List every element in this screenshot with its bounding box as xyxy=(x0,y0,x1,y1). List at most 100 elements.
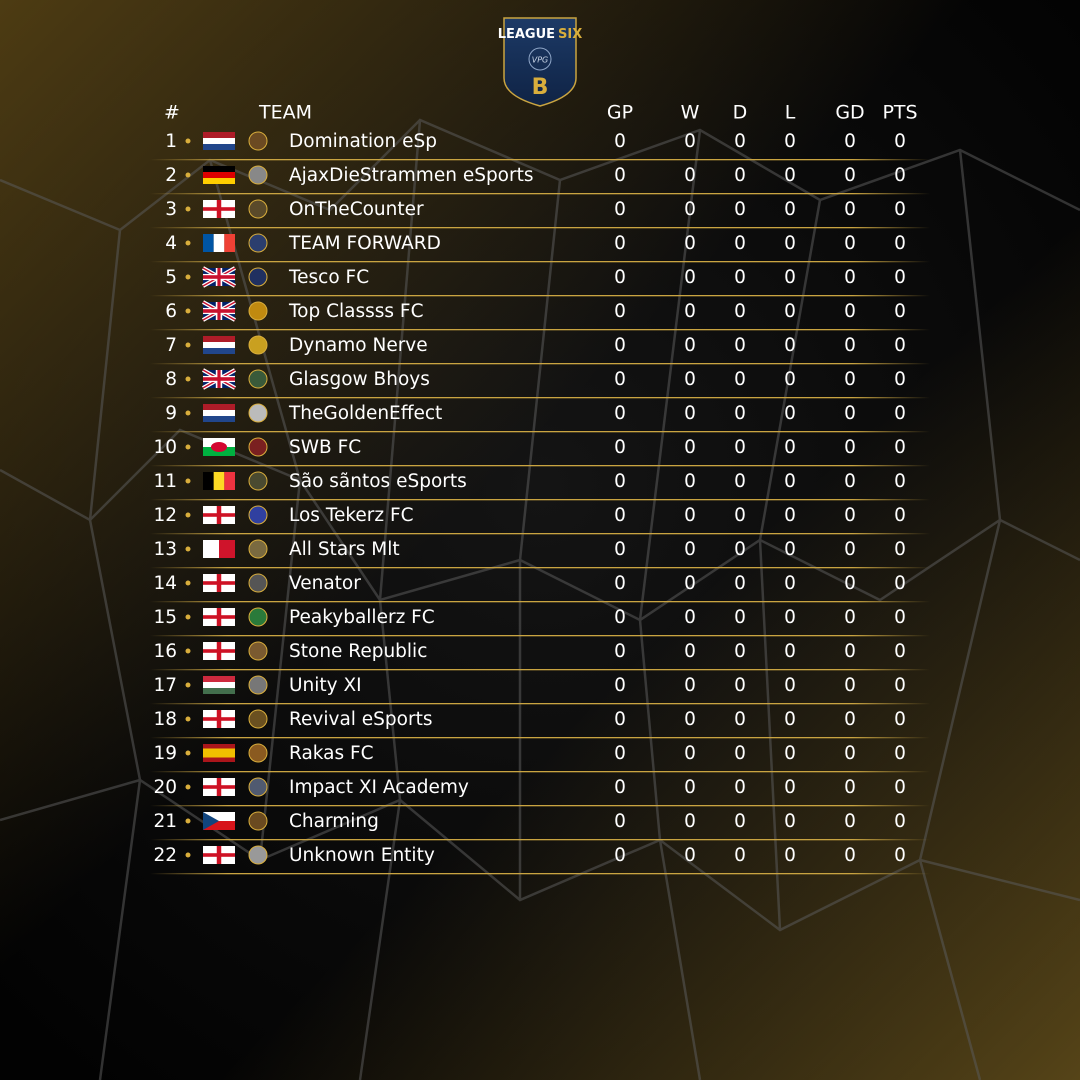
stat: 0 xyxy=(784,709,796,730)
rank: 22 xyxy=(153,845,177,866)
stat: 0 xyxy=(784,573,796,594)
stat: 0 xyxy=(684,437,696,458)
stat: 0 xyxy=(734,539,746,560)
stat: 0 xyxy=(784,471,796,492)
team-name: Dynamo Nerve xyxy=(289,335,428,356)
stat: 0 xyxy=(844,403,856,424)
stat: 0 xyxy=(614,199,626,220)
stat: 0 xyxy=(844,709,856,730)
team-badge xyxy=(248,165,268,185)
flag-part xyxy=(203,178,235,184)
cracks xyxy=(0,118,1080,1080)
stat: 0 xyxy=(784,505,796,526)
rank-dot xyxy=(185,818,191,824)
stat: 0 xyxy=(894,437,906,458)
table-row: 10 SWB FC 0 0 0 0 0 0 xyxy=(150,437,930,467)
flag xyxy=(203,540,235,558)
stat: 0 xyxy=(784,539,796,560)
logo-ring xyxy=(528,47,552,71)
stat: 0 xyxy=(784,743,796,764)
stat: 0 xyxy=(844,437,856,458)
table-row: 7 Dynamo Nerve 0 0 0 0 0 0 xyxy=(150,335,930,365)
stat: 0 xyxy=(894,573,906,594)
rank: 6 xyxy=(165,301,177,322)
standings-table: # TEAM GP W D L GD PTS 1 Domination eSp 0 0 0 0 0 0 2 Aja… xyxy=(150,102,930,875)
flag-part xyxy=(213,234,225,252)
team-name: TheGoldenEffect xyxy=(288,403,442,424)
row-separator xyxy=(150,329,930,331)
stat: 0 xyxy=(734,505,746,526)
row-separator xyxy=(150,533,930,535)
stat: 0 xyxy=(734,675,746,696)
team-badge xyxy=(248,641,268,661)
flag xyxy=(203,608,235,626)
team-badge xyxy=(248,301,268,321)
stat: 0 xyxy=(614,811,626,832)
table-row: 9 TheGoldenEffect 0 0 0 0 0 0 xyxy=(150,403,930,433)
stat: 0 xyxy=(684,199,696,220)
stat: 0 xyxy=(734,743,746,764)
table-row: 20 Impact XI Academy 0 0 0 0 0 0 xyxy=(150,777,930,807)
stat: 0 xyxy=(734,641,746,662)
stat: 0 xyxy=(734,573,746,594)
flag xyxy=(203,166,235,184)
stat: 0 xyxy=(734,301,746,322)
rank-dot xyxy=(185,206,191,212)
team-name: Impact XI Academy xyxy=(289,777,469,798)
logo-letter: B xyxy=(532,75,549,100)
rank-dot xyxy=(185,648,191,654)
logo-word: LEAGUE xyxy=(498,27,555,42)
stat: 0 xyxy=(684,777,696,798)
stat: 0 xyxy=(734,811,746,832)
flag xyxy=(203,234,235,252)
rank-dot xyxy=(185,240,191,246)
table-row: 14 Venator 0 0 0 0 0 0 xyxy=(150,573,930,603)
rank: 17 xyxy=(153,675,177,696)
rank-dot xyxy=(185,410,191,416)
stat: 0 xyxy=(614,675,626,696)
flag-part xyxy=(203,138,235,144)
stat: 0 xyxy=(614,267,626,288)
team-name: TEAM FORWARD xyxy=(288,233,441,254)
rank-dot xyxy=(185,546,191,552)
rank-dot xyxy=(185,172,191,178)
table-row: 12 Los Tekerz FC 0 0 0 0 0 0 xyxy=(150,505,930,535)
flag-part xyxy=(203,348,235,354)
stat: 0 xyxy=(894,165,906,186)
rank: 3 xyxy=(165,199,177,220)
row-separator xyxy=(150,703,930,705)
league-logo: LEAGUE SIX VPG B xyxy=(498,17,582,107)
team-name: São sãntos eSports xyxy=(289,471,467,492)
flag-part xyxy=(203,132,235,138)
stat: 0 xyxy=(844,743,856,764)
rank-dot xyxy=(185,138,191,144)
stat: 0 xyxy=(844,811,856,832)
stat: 0 xyxy=(734,471,746,492)
stat: 0 xyxy=(684,369,696,390)
table-row: 3 OnTheCounter 0 0 0 0 0 0 xyxy=(150,199,930,229)
flag-part xyxy=(203,144,235,150)
flag-part xyxy=(211,442,227,452)
team-badge xyxy=(248,267,268,287)
flag-part xyxy=(203,682,235,688)
stat: 0 xyxy=(894,675,906,696)
stat: 0 xyxy=(844,131,856,152)
stat: 0 xyxy=(734,233,746,254)
stat: 0 xyxy=(684,471,696,492)
team-badge xyxy=(248,437,268,457)
team-name: Rakas FC xyxy=(289,743,374,764)
rank: 20 xyxy=(153,777,177,798)
stat: 0 xyxy=(894,471,906,492)
stat: 0 xyxy=(894,743,906,764)
row-separator xyxy=(150,499,930,501)
rank: 16 xyxy=(153,641,177,662)
stat: 0 xyxy=(784,165,796,186)
rank: 2 xyxy=(165,165,177,186)
flag xyxy=(203,710,235,728)
stat: 0 xyxy=(894,539,906,560)
stat: 0 xyxy=(614,165,626,186)
stat: 0 xyxy=(894,607,906,628)
table-row: 16 Stone Republic 0 0 0 0 0 0 xyxy=(150,641,930,671)
flag-part xyxy=(203,336,235,342)
